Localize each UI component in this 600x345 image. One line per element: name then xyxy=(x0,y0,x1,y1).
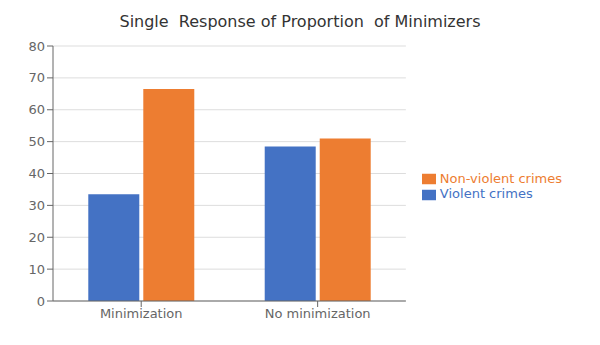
html-text:Violent crimes: Violent crimes xyxy=(439,186,533,201)
svg-text:10: 10 xyxy=(28,262,45,277)
svg-text:40: 40 xyxy=(28,166,45,181)
html-text:Single Response of Proportion: Single Response of Proportion of Minimiz… xyxy=(119,12,481,31)
svg-text:Minimization: Minimization xyxy=(100,306,183,321)
svg-text:70: 70 xyxy=(28,70,45,85)
html-text:Non-violent crimes: Non-violent crimes xyxy=(439,170,562,186)
svg-text:60: 60 xyxy=(28,102,45,117)
svg-text:0: 0 xyxy=(37,294,45,309)
svg-text:50: 50 xyxy=(28,134,45,149)
svg-text:30: 30 xyxy=(28,198,45,213)
svg-text:20: 20 xyxy=(28,230,45,245)
svg-text:No minimization: No minimization xyxy=(265,306,371,321)
svg-text:80: 80 xyxy=(28,39,45,54)
